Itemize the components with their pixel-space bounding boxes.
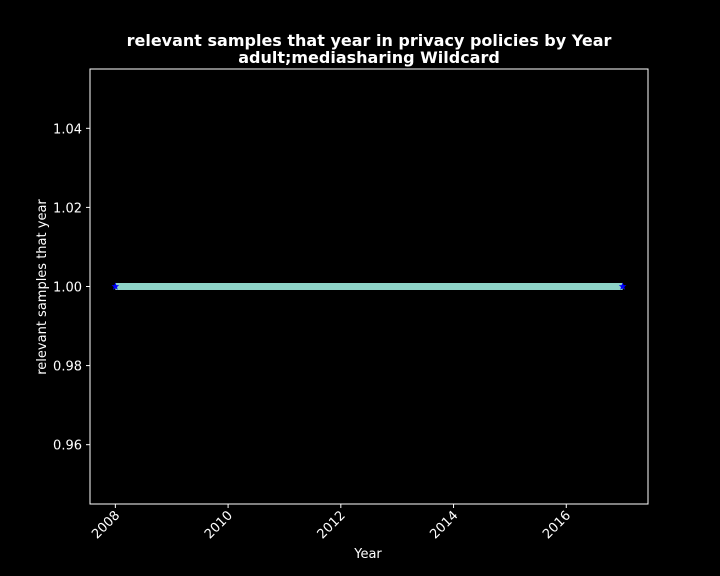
y-axis-ticks: 0.96 0.98 1.00 1.02 1.04: [53, 122, 90, 454]
chart-title: relevant samples that year in privacy po…: [127, 31, 612, 50]
y-axis-label: relevant samples that year: [35, 199, 50, 375]
x-tick-label: 2016: [540, 508, 574, 542]
x-axis-label: Year: [353, 547, 382, 562]
x-tick-label: 2010: [202, 508, 236, 542]
y-tick-label: 1.00: [53, 281, 82, 296]
x-tick-label: 2008: [89, 508, 123, 542]
y-tick-label: 1.04: [53, 122, 82, 137]
series-layer: [111, 282, 627, 290]
y-tick-label: 0.98: [53, 360, 82, 375]
x-axis-ticks: 2008 2010 2012 2014 2016: [89, 504, 574, 542]
data-point-marker: [618, 282, 627, 290]
y-tick-label: 0.96: [53, 439, 82, 454]
x-tick-label: 2012: [315, 508, 349, 542]
data-point-marker: [111, 282, 120, 290]
y-tick-label: 1.02: [53, 201, 82, 216]
x-tick-label: 2014: [427, 508, 461, 542]
chart-subtitle: adult;mediasharing Wildcard: [238, 48, 500, 67]
